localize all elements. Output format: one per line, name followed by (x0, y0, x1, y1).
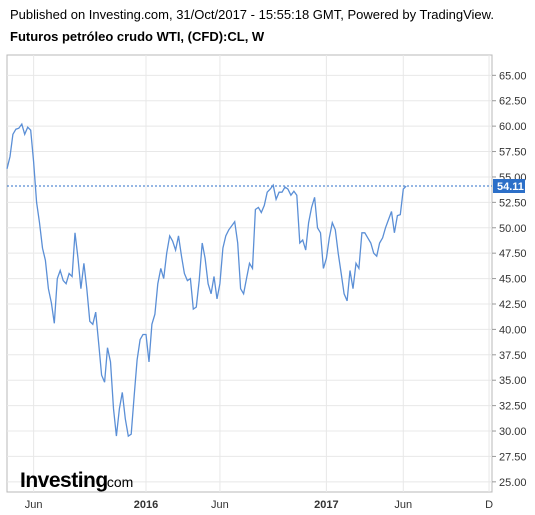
y-tick-label: 37.50 (499, 350, 527, 362)
y-tick-label: 35.00 (499, 375, 527, 387)
x-tick-label: Jun (25, 499, 43, 511)
y-tick-label: 47.50 (499, 248, 527, 260)
last-price-badge: 54.11 (493, 178, 525, 193)
publish-info: Published on Investing.com, 31/Oct/2017 … (10, 7, 494, 22)
y-tick-label: 25.00 (499, 477, 527, 489)
y-axis: 65.0062.5060.0057.5055.0052.5050.0047.50… (492, 70, 527, 489)
last-price-label: 54.11 (497, 181, 524, 193)
y-tick-label: 65.00 (499, 70, 527, 82)
y-tick-label: 45.00 (499, 274, 527, 286)
chart-title: Futuros petróleo crudo WTI, (CFD):CL, W (10, 29, 265, 44)
logo-brand: Investing (20, 469, 108, 492)
y-tick-label: 60.00 (499, 121, 527, 133)
y-tick-label: 42.50 (499, 299, 527, 311)
x-axis: Jun 2016 Jun 2017 Jun D (25, 499, 493, 511)
y-tick-label: 30.00 (499, 426, 527, 438)
y-tick-label: 32.50 (499, 401, 527, 413)
x-tick-label: Jun (211, 499, 229, 511)
x-tick-label: 2017 (314, 499, 338, 511)
y-tick-label: 27.50 (499, 451, 527, 463)
y-tick-label: 57.50 (499, 147, 527, 159)
plot-area (6, 54, 493, 493)
series-line (6, 122, 407, 438)
y-tick-label: 62.50 (499, 96, 527, 108)
y-tick-label: 40.00 (499, 324, 527, 336)
x-tick-label: D (485, 499, 493, 511)
y-tick-label: 50.00 (499, 223, 527, 235)
x-tick-label: Jun (394, 499, 412, 511)
grid (7, 55, 492, 492)
last-price-badge-bg (493, 178, 525, 193)
y-tick-label: 52.50 (499, 197, 527, 209)
investing-logo: Investing .com (20, 469, 133, 492)
x-tick-label: 2016 (134, 499, 158, 511)
logo-suffix: .com (103, 474, 133, 490)
